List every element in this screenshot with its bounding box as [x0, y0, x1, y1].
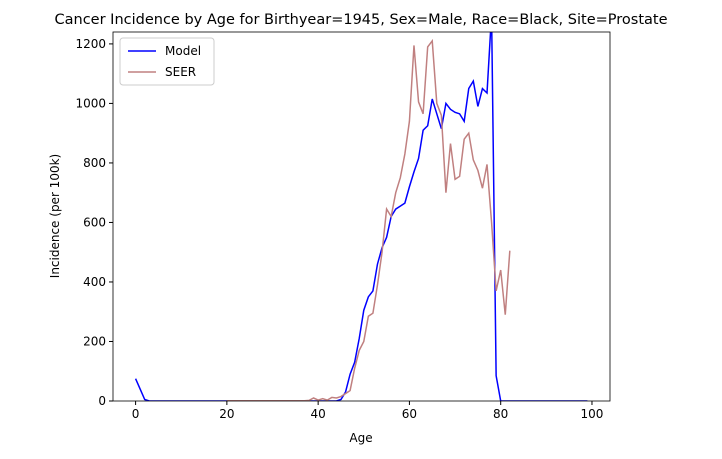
x-tick-label: 40 [311, 407, 326, 421]
legend-box [119, 37, 215, 86]
legend-label: SEER [165, 65, 196, 79]
y-axis-label: Incidence (per 100k) [48, 154, 62, 278]
legend-label: Model [165, 44, 201, 58]
y-tick-label: 1000 [75, 96, 106, 110]
y-tick-label: 600 [83, 215, 106, 229]
x-tick-label: 0 [132, 407, 140, 421]
y-tick-label: 400 [83, 275, 106, 289]
y-tick-label: 800 [83, 156, 106, 170]
x-tick-label: 80 [493, 407, 508, 421]
y-tick-label: 200 [83, 334, 106, 348]
y-tick-label: 1200 [75, 37, 106, 51]
x-tick-label: 100 [581, 407, 604, 421]
x-tick-label: 60 [402, 407, 417, 421]
x-tick-label: 20 [219, 407, 234, 421]
data-line [134, 32, 588, 401]
plot-frame [112, 31, 611, 402]
x-axis-label: Age [349, 431, 372, 445]
chart-title: Cancer Incidence by Age for Birthyear=19… [55, 12, 668, 28]
y-tick-label: 0 [98, 394, 106, 408]
